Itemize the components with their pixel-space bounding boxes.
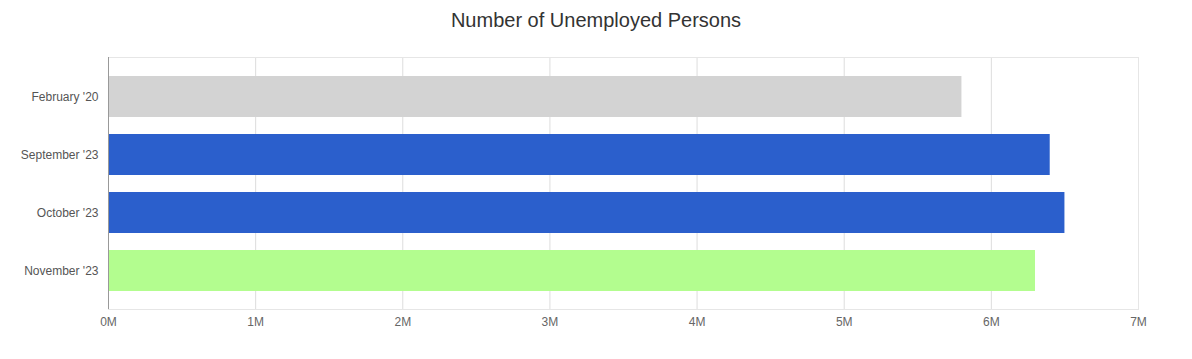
svg-text:7M: 7M <box>1130 315 1147 329</box>
svg-text:3M: 3M <box>542 315 559 329</box>
svg-text:2M: 2M <box>394 315 411 329</box>
svg-text:October '23: October '23 <box>37 206 99 220</box>
svg-text:1M: 1M <box>247 315 264 329</box>
svg-text:September '23: September '23 <box>21 148 99 162</box>
html-text:Number of Unemployed Persons: Number of Unemployed Persons <box>450 9 742 31</box>
svg-text:5M: 5M <box>836 315 853 329</box>
svg-text:February '20: February '20 <box>32 90 99 104</box>
svg-text:0M: 0M <box>100 315 117 329</box>
svg-text:November '23: November '23 <box>24 264 99 278</box>
svg-text:4M: 4M <box>689 315 706 329</box>
svg-text:6M: 6M <box>983 315 1000 329</box>
